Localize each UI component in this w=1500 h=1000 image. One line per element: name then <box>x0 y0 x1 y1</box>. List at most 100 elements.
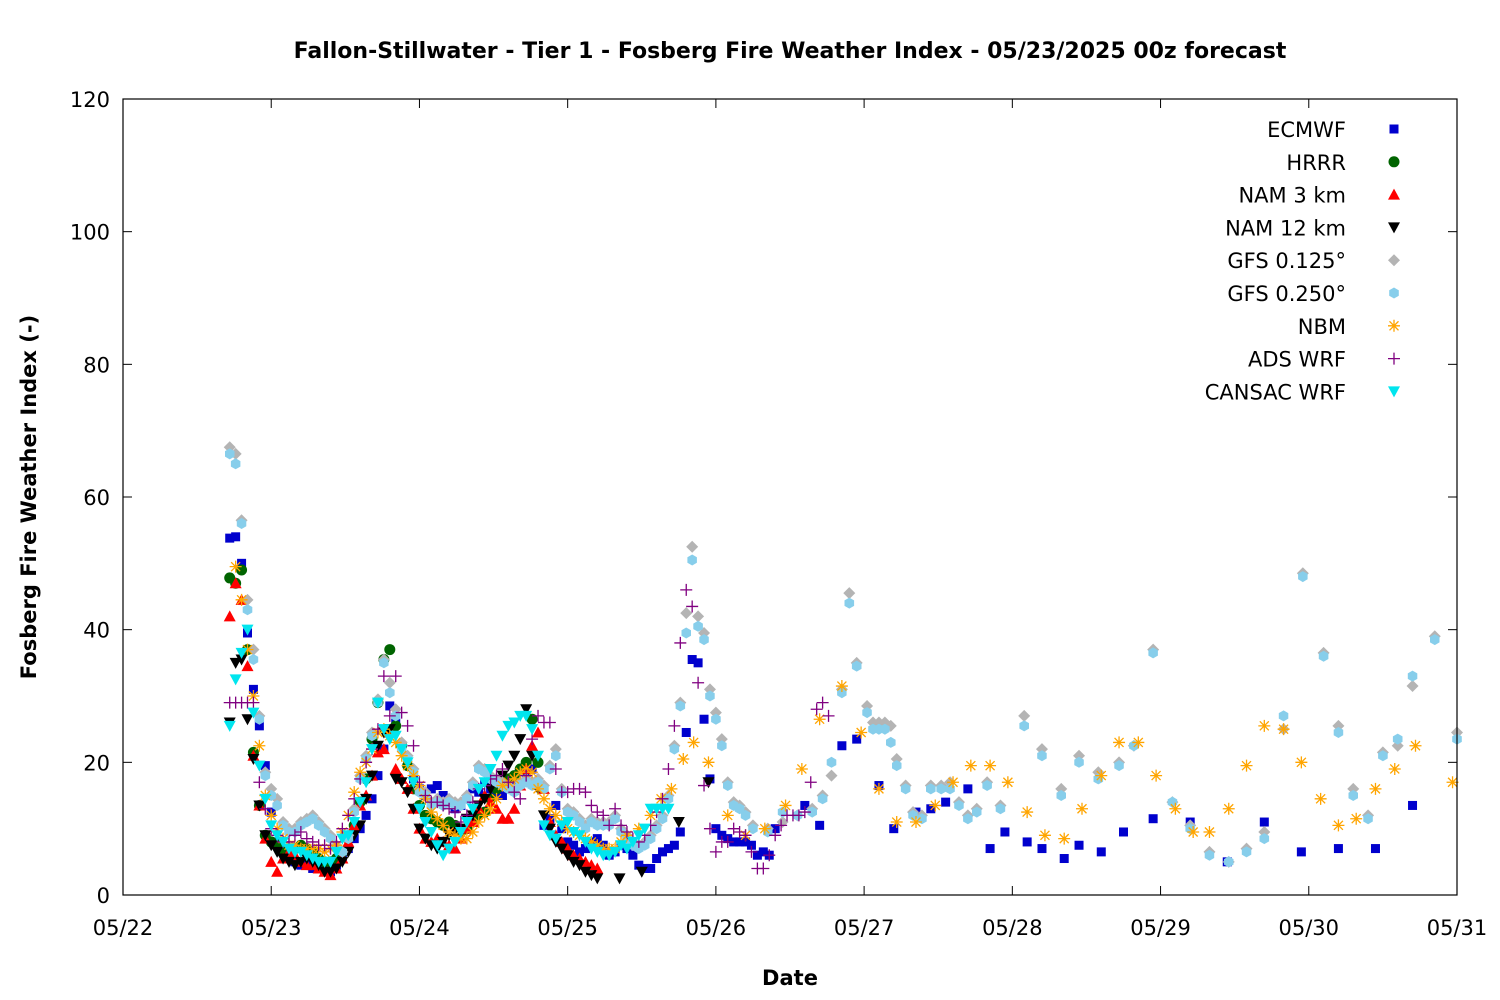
data-point <box>947 776 960 789</box>
data-point <box>532 726 545 738</box>
data-point <box>711 713 721 725</box>
data-point <box>721 809 734 822</box>
data-point <box>597 809 610 822</box>
data-point <box>466 803 479 815</box>
data-point <box>419 789 432 802</box>
data-point <box>1378 750 1388 762</box>
data-point <box>502 760 515 772</box>
x-tick-label: 05/26 <box>686 916 747 940</box>
data-point <box>401 719 414 732</box>
legend-label: NAM 3 km <box>1238 184 1346 208</box>
data-point <box>502 720 515 732</box>
series-ads-wrf <box>223 583 835 875</box>
data-point <box>692 610 705 623</box>
data-point <box>813 713 826 726</box>
data-point <box>681 727 691 737</box>
data-point <box>379 657 389 669</box>
data-point <box>1074 840 1084 850</box>
data-point <box>443 843 456 855</box>
data-point <box>740 809 751 821</box>
y-tick-label: 0 <box>97 884 110 908</box>
data-point <box>795 762 808 775</box>
data-point <box>1119 827 1128 837</box>
data-point <box>526 739 539 751</box>
data-point <box>1150 769 1163 782</box>
data-point <box>855 726 868 739</box>
data-point <box>644 809 657 822</box>
data-point <box>508 802 521 814</box>
data-point <box>389 730 402 742</box>
data-point <box>591 873 604 885</box>
data-point <box>490 769 503 782</box>
data-point <box>383 734 396 746</box>
data-point <box>241 714 254 726</box>
data-point <box>692 676 705 689</box>
data-point <box>449 806 462 819</box>
data-point <box>456 800 466 811</box>
data-point <box>496 730 509 742</box>
data-point <box>283 856 296 868</box>
data-point <box>837 687 847 699</box>
data-point <box>502 776 515 789</box>
data-point <box>385 687 395 699</box>
data-point <box>826 756 837 768</box>
data-point <box>460 832 473 845</box>
data-point <box>669 743 680 755</box>
data-point <box>265 820 278 832</box>
x-tick-label: 05/27 <box>834 916 895 940</box>
axes: 05/22 05/23 05/24 05/25 05/26 05/27 05/28 05/29… <box>70 88 1487 940</box>
data-point <box>543 823 556 835</box>
data-point <box>687 655 697 665</box>
legend-label: NBM <box>1298 315 1346 339</box>
data-point <box>693 620 703 632</box>
data-point <box>460 817 473 829</box>
data-point <box>336 833 349 845</box>
data-point <box>1430 634 1440 646</box>
data-point <box>1096 847 1106 857</box>
data-point <box>632 830 645 842</box>
data-point <box>532 709 545 722</box>
data-point <box>389 773 402 785</box>
legend-label: ECMWF <box>1267 118 1346 142</box>
data-point <box>585 870 598 882</box>
data-point <box>1388 762 1401 775</box>
data-point <box>652 854 662 864</box>
data-point <box>687 736 700 749</box>
data-point <box>573 782 586 795</box>
data-point <box>563 837 573 847</box>
data-point <box>585 835 598 848</box>
data-point <box>872 782 885 795</box>
data-point <box>1018 709 1031 722</box>
data-point <box>508 772 521 785</box>
data-point <box>1406 680 1419 693</box>
data-point <box>837 741 847 751</box>
data-point <box>1059 854 1069 864</box>
data-point <box>1363 813 1373 825</box>
data-point <box>603 819 616 832</box>
data-point <box>982 780 992 791</box>
data-point <box>472 816 485 829</box>
data-point <box>686 600 699 613</box>
data-point <box>675 827 685 837</box>
data-point <box>628 850 638 860</box>
data-point <box>336 856 349 868</box>
data-point <box>277 853 290 865</box>
data-point <box>277 836 290 848</box>
data-point <box>508 750 521 762</box>
data-point <box>675 700 686 712</box>
data-point <box>395 777 408 789</box>
data-point <box>936 783 946 795</box>
data-point <box>283 843 296 855</box>
data-point <box>798 806 811 819</box>
data-point <box>954 800 964 811</box>
data-point <box>241 643 254 656</box>
data-point <box>520 756 532 768</box>
data-point <box>449 829 462 842</box>
data-point <box>1076 802 1088 815</box>
data-point <box>1314 792 1327 805</box>
plot-area <box>223 441 1463 885</box>
data-point <box>306 835 319 848</box>
x-tick-label: 05/30 <box>1279 916 1340 940</box>
data-point <box>807 806 817 818</box>
data-point <box>1148 814 1158 824</box>
